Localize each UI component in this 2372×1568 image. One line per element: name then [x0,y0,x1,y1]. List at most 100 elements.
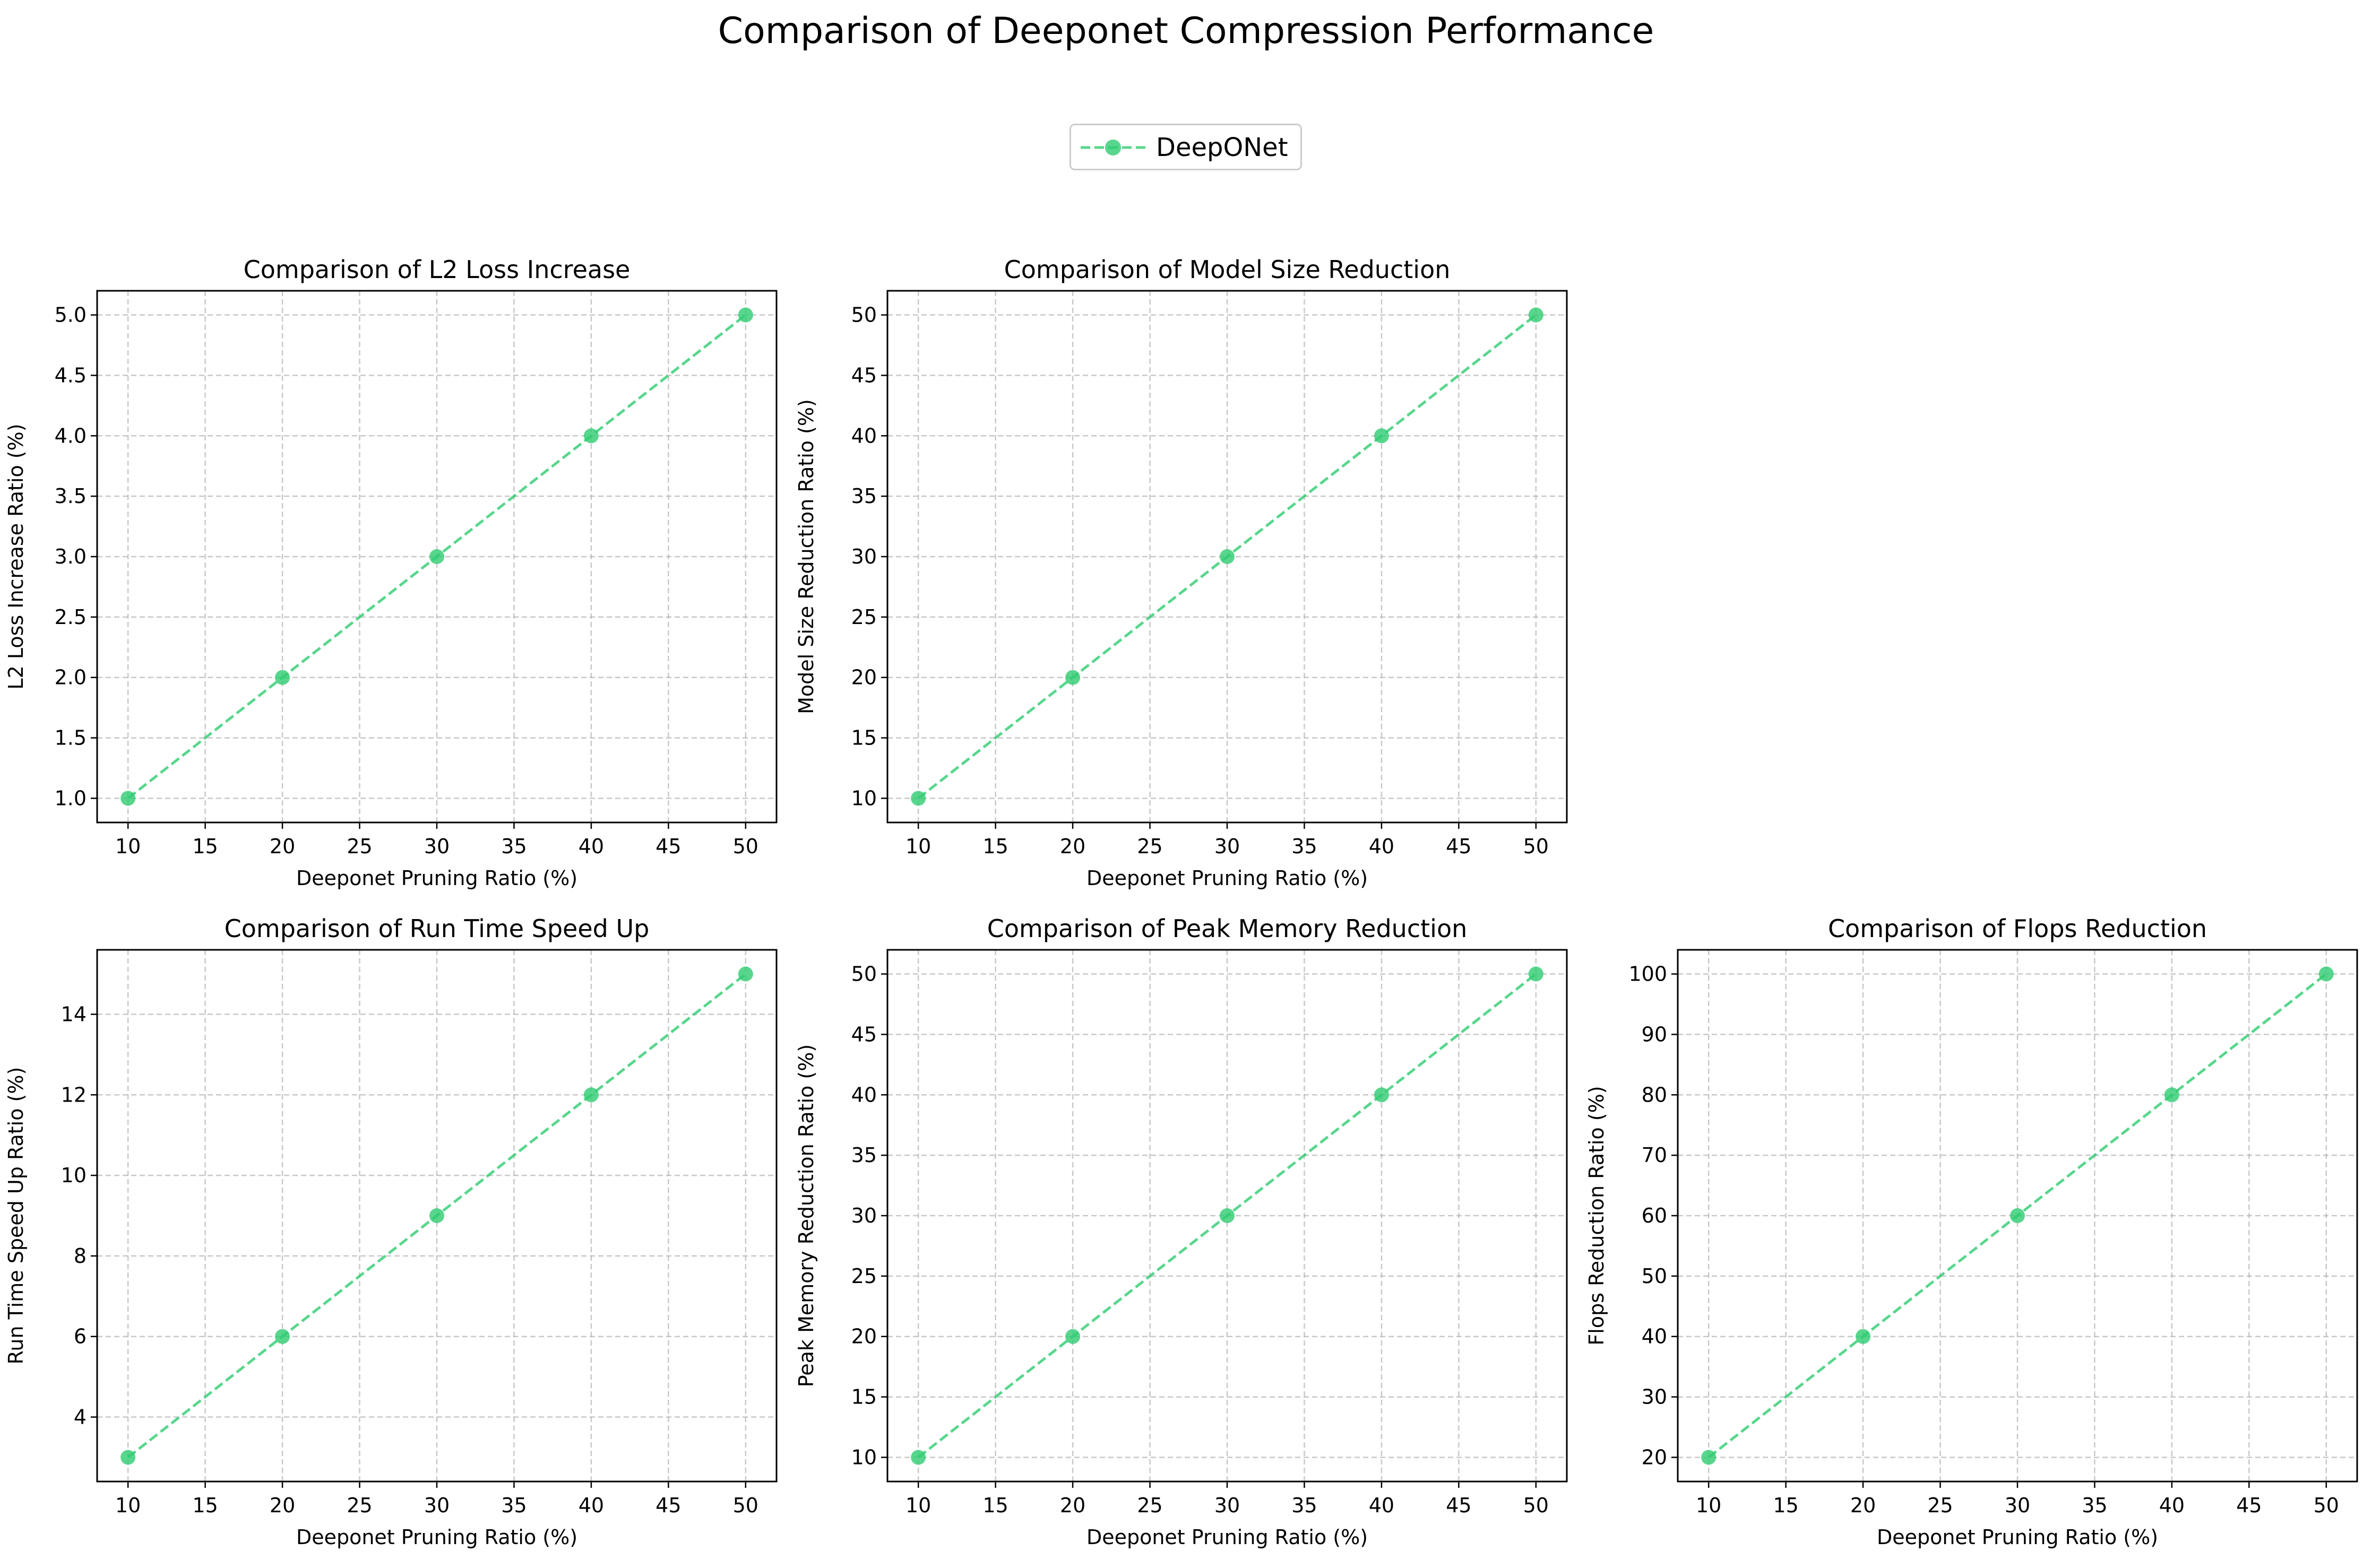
y-axis-label: Model Size Reduction Ratio (%) [795,399,818,714]
y-tick-label: 35 [851,1143,877,1167]
data-point [583,1087,599,1103]
data-point [2164,1087,2179,1103]
y-tick-label: 4.5 [55,363,87,387]
x-axis-label: Deeponet Pruning Ratio (%) [1877,1526,2158,1549]
y-tick-label: 50 [851,304,877,327]
x-tick-label: 50 [1523,1494,1549,1517]
y-tick-label: 5.0 [55,304,87,327]
y-tick-label: 30 [1642,1385,1667,1409]
axes-frame [886,290,1568,824]
data-point [429,1208,444,1223]
x-tick-label: 40 [2159,1494,2185,1517]
y-tick-label: 40 [1642,1325,1667,1348]
y-tick-label: 40 [851,1083,877,1106]
y-tick-label: 100 [1628,963,1667,986]
x-tick-label: 30 [424,835,450,858]
x-tick-label: 45 [2236,1494,2262,1517]
y-tick-label: 6 [74,1325,87,1348]
x-tick-label: 30 [424,1494,450,1517]
y-tick-label: 45 [851,1023,877,1046]
data-point [429,549,444,564]
x-axis-label: Deeponet Pruning Ratio (%) [296,867,577,890]
x-tick-label: 25 [1927,1494,1953,1517]
x-tick-label: 25 [347,835,372,858]
data-point [738,307,753,323]
x-tick-label: 30 [1214,835,1240,858]
legend-label: DeepONet [1156,133,1288,162]
x-axis-label: Deeponet Pruning Ratio (%) [1086,867,1368,890]
y-tick-label: 3.5 [55,484,87,508]
y-tick-label: 14 [61,1002,87,1026]
y-tick-label: 45 [851,363,877,387]
x-tick-label: 35 [1291,835,1317,858]
y-tick-label: 15 [851,1385,877,1409]
subplot-title: Comparison of Run Time Speed Up [225,914,650,943]
data-point [275,670,290,685]
x-tick-label: 35 [501,835,527,858]
x-tick-label: 35 [501,1494,527,1517]
data-point [1856,1329,1871,1344]
axes-frame [96,949,778,1483]
x-tick-label: 20 [270,1494,295,1517]
y-axis-label: Peak Memory Reduction Ratio (%) [795,1044,818,1387]
x-tick-label: 50 [2314,1494,2339,1517]
y-tick-label: 10 [851,786,877,810]
data-point [2010,1208,2025,1223]
axes-frame [1677,949,2358,1483]
data-point [1528,966,1543,982]
y-tick-label: 1.5 [55,726,87,750]
y-tick-label: 35 [851,484,877,508]
x-axis-label: Deeponet Pruning Ratio (%) [1086,1526,1368,1549]
y-tick-label: 20 [1642,1445,1667,1469]
x-tick-label: 30 [1214,1494,1240,1517]
data-point [1528,307,1543,323]
y-tick-label: 4 [74,1406,87,1429]
y-tick-label: 20 [851,1325,877,1348]
figure-title: Comparison of Deeponet Compression Perfo… [718,10,1654,52]
data-point [738,966,753,982]
x-tick-label: 50 [1523,835,1549,858]
x-tick-label: 50 [733,1494,758,1517]
data-point [2318,966,2334,982]
y-tick-label: 30 [851,1204,877,1227]
x-tick-label: 25 [347,1494,372,1517]
x-tick-label: 10 [115,835,141,858]
x-tick-label: 10 [905,1494,931,1517]
subplot-title: Comparison of Flops Reduction [1828,914,2207,943]
y-tick-label: 25 [851,605,877,629]
data-point [1065,1329,1081,1344]
legend-line-marker-icon [1081,140,1145,155]
x-tick-label: 45 [655,1494,681,1517]
data-point [1220,549,1235,564]
x-tick-label: 20 [1850,1494,1876,1517]
y-tick-label: 50 [851,963,877,986]
data-point [1374,428,1389,444]
x-tick-label: 40 [1369,835,1394,858]
data-point [583,428,599,444]
x-tick-label: 45 [1446,1494,1471,1517]
y-tick-label: 10 [851,1445,877,1469]
y-tick-label: 2.0 [55,666,87,689]
x-tick-label: 25 [1137,1494,1162,1517]
y-tick-label: 40 [851,424,877,447]
y-tick-label: 50 [1642,1264,1667,1288]
x-tick-label: 45 [655,835,681,858]
y-tick-label: 4.0 [55,424,87,447]
x-tick-label: 30 [2005,1494,2030,1517]
data-point [1374,1087,1389,1103]
y-tick-label: 90 [1642,1023,1667,1046]
x-tick-label: 40 [579,1494,604,1517]
x-tick-label: 20 [1060,1494,1085,1517]
subplot-title: Comparison of Model Size Reduction [1004,255,1451,284]
x-tick-label: 25 [1137,835,1162,858]
y-tick-label: 12 [61,1083,87,1106]
y-tick-label: 15 [851,726,877,750]
x-tick-label: 10 [115,1494,141,1517]
x-tick-label: 20 [1060,835,1085,858]
subplot-title: Comparison of L2 Loss Increase [244,255,631,284]
x-tick-label: 10 [905,835,931,858]
y-tick-label: 30 [851,545,877,568]
y-axis-label: L2 Loss Increase Ratio (%) [4,423,28,689]
